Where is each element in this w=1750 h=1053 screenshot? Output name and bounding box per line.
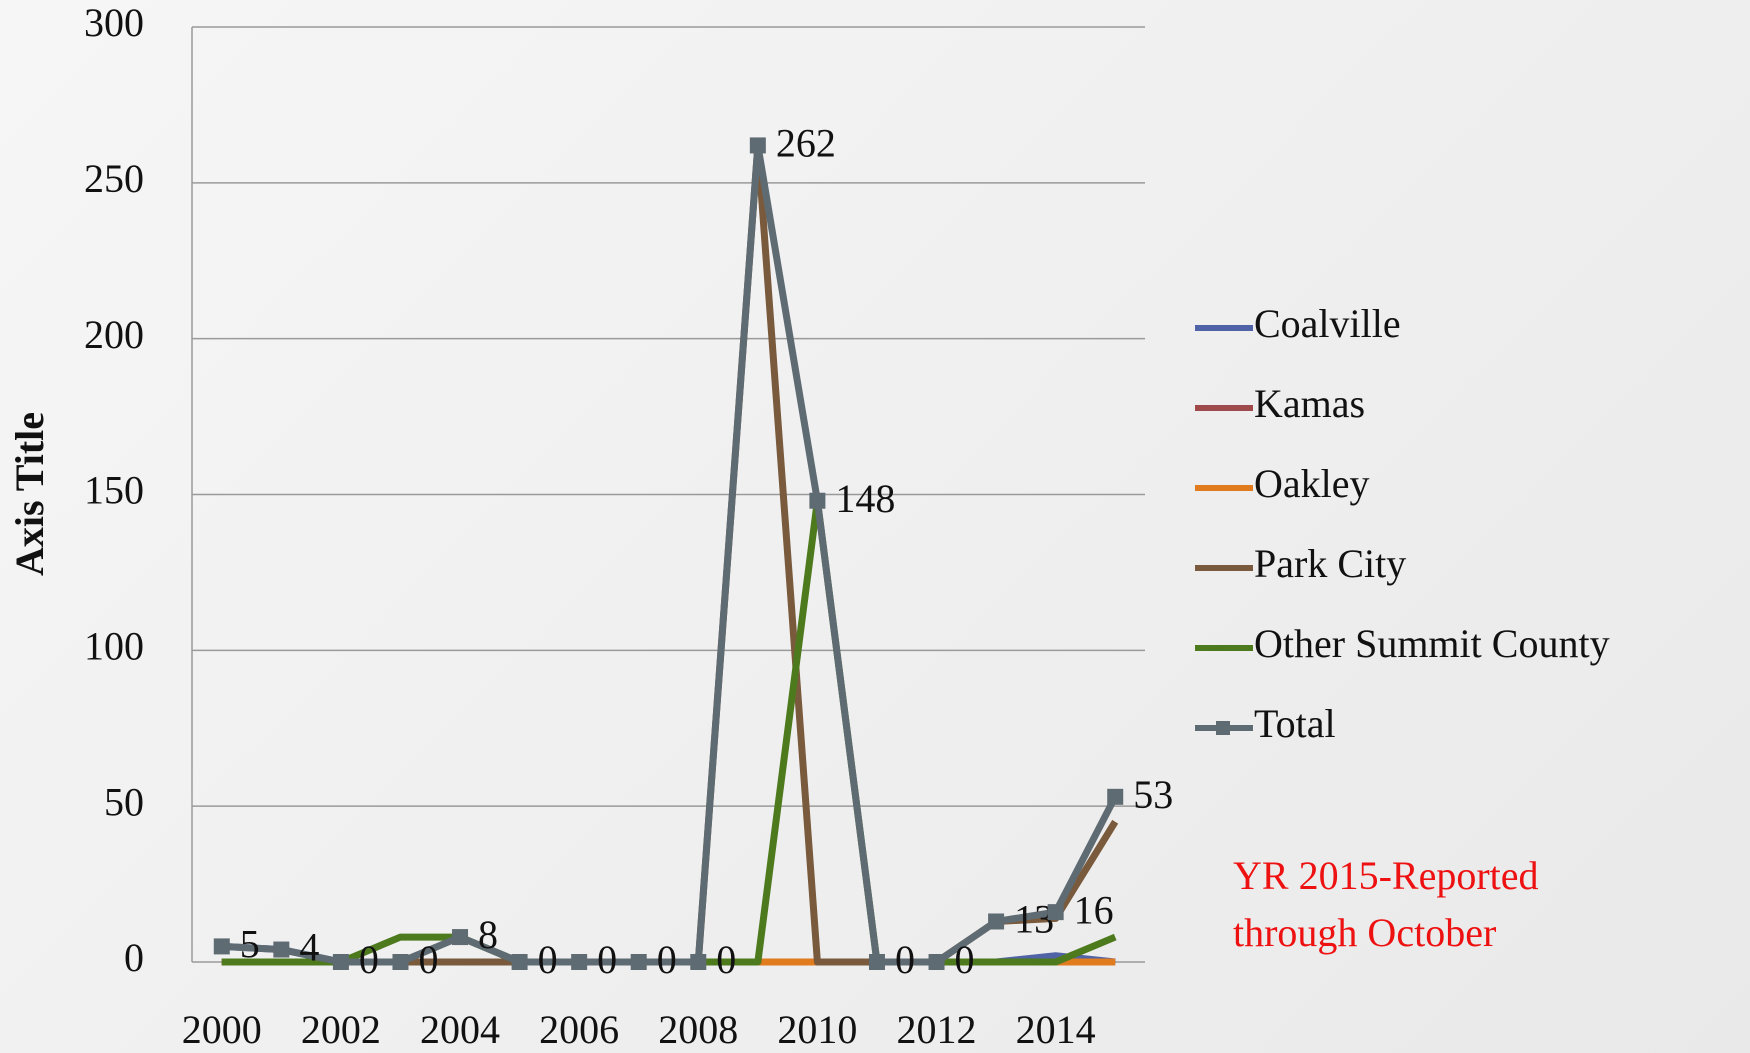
marker [452, 929, 469, 946]
data-label: 5 [240, 922, 260, 967]
marker [213, 938, 230, 955]
marker [749, 137, 766, 154]
data-label: 0 [418, 937, 438, 982]
x-tick-label: 2002 [301, 1007, 381, 1052]
series-line [221, 141, 1119, 966]
data-label: 0 [895, 937, 915, 982]
marker [1047, 904, 1064, 921]
legend-label: Oakley [1254, 461, 1370, 506]
x-tick-label: 2012 [897, 1007, 977, 1052]
data-label: 8 [478, 912, 498, 957]
annotation: YR 2015-Reported [1233, 853, 1539, 898]
marker [690, 954, 707, 970]
x-tick-label: 2000 [182, 1007, 262, 1052]
marker [332, 954, 349, 970]
annotation: through October [1233, 910, 1496, 955]
marker [809, 492, 826, 509]
data-label: 13 [1014, 897, 1054, 942]
y-tick-label: 50 [104, 779, 144, 824]
x-tick-label: 2006 [539, 1007, 619, 1052]
x-tick-label: 2010 [777, 1007, 857, 1052]
data-label: 53 [1133, 772, 1173, 817]
y-tick-label: 200 [84, 312, 144, 357]
data-label: 16 [1074, 887, 1114, 932]
y-tick-label: 150 [84, 468, 144, 513]
y-tick-label: 100 [84, 624, 144, 669]
marker [630, 954, 647, 970]
legend-label: Total [1254, 701, 1336, 746]
legend-label: Kamas [1254, 381, 1365, 426]
data-label: 0 [657, 937, 677, 982]
legend-label: Coalville [1254, 301, 1401, 346]
data-label: 262 [776, 121, 836, 166]
y-axis-title: Axis Title [7, 412, 52, 576]
marker [571, 954, 588, 970]
marker [511, 954, 528, 970]
data-label: 0 [359, 937, 379, 982]
marker [273, 941, 290, 958]
x-tick-label: 2008 [658, 1007, 738, 1052]
data-label: 0 [597, 937, 617, 982]
marker [928, 954, 945, 970]
y-tick-label: 0 [124, 935, 144, 980]
series-line [221, 497, 1117, 966]
data-label: 0 [955, 937, 975, 982]
legend-label: Park City [1254, 541, 1406, 586]
x-tick-label: 2014 [1016, 1007, 1096, 1052]
marker [988, 913, 1005, 930]
y-tick-label: 250 [84, 156, 144, 201]
marker [392, 954, 409, 970]
legend-label: Other Summit County [1254, 621, 1610, 666]
data-label: 0 [716, 937, 736, 982]
x-tick-label: 2004 [420, 1007, 500, 1052]
data-label: 148 [835, 476, 895, 521]
legend-marker [1216, 721, 1230, 735]
series-line [221, 141, 1119, 966]
y-tick-label: 300 [84, 0, 144, 45]
marker [1107, 788, 1124, 805]
marker [868, 954, 885, 970]
data-label: 0 [538, 937, 558, 982]
data-label: 4 [299, 925, 319, 970]
